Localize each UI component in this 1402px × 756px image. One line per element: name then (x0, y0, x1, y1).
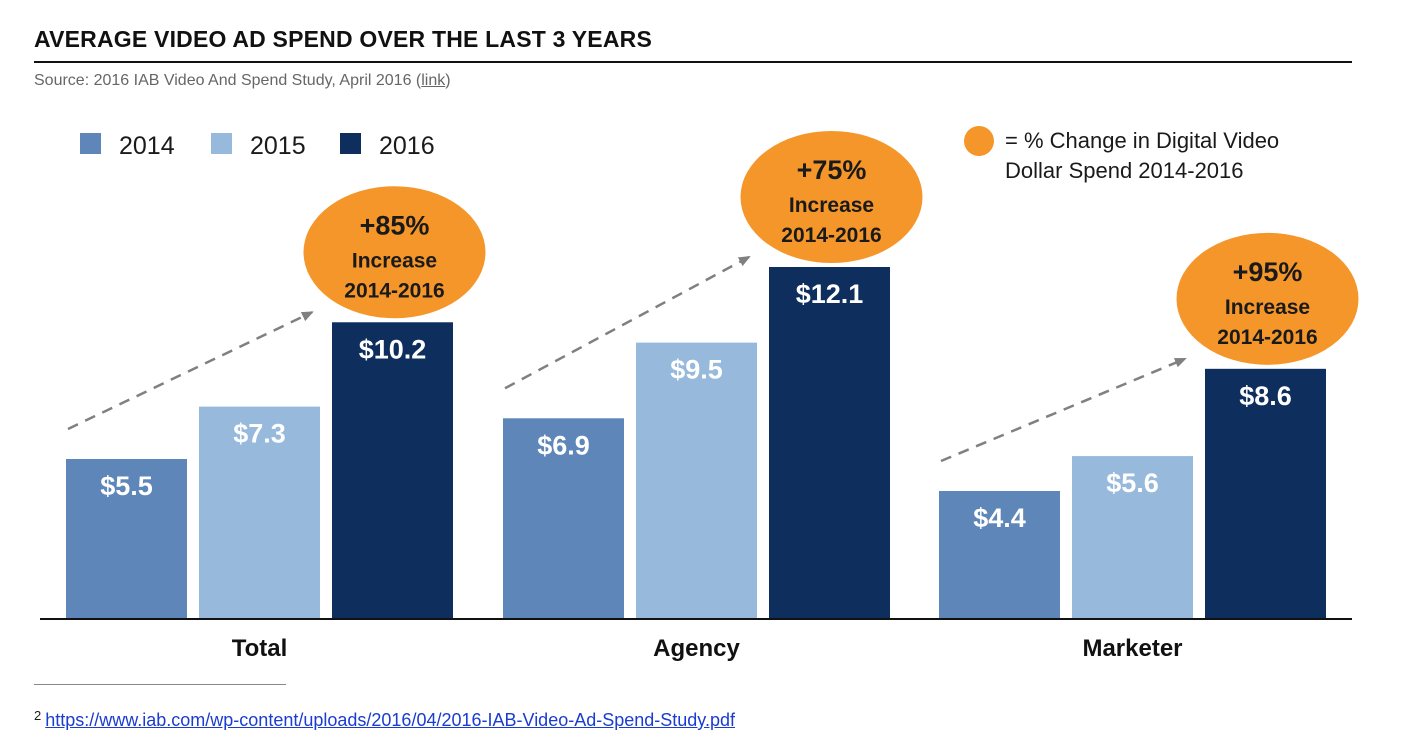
footnote: 2 https://www.iab.com/wp-content/uploads/… (34, 708, 735, 731)
bubble-line1: Increase (789, 194, 874, 217)
bar-value-label: $9.5 (670, 355, 723, 385)
legend-swatch-2014 (80, 133, 101, 154)
bubble-legend-line2: Dollar Spend 2014-2016 (1005, 158, 1244, 183)
bubble-line2: 2014-2016 (781, 224, 881, 247)
bar-marketer-2015 (1072, 456, 1193, 619)
legend-swatch-2015 (211, 133, 232, 154)
bubble-line2: 2014-2016 (1217, 326, 1317, 349)
bars: $5.5 $7.3 $10.2 $6.9 $9.5 $12.1 $4.4 $5.6 $8.6 (66, 267, 1326, 619)
change-bubbles: +85% Increase 2014-2016 +75% Increase 2014-20… (303, 131, 1359, 365)
bar-value-label: $12.1 (796, 279, 864, 309)
bar-total-2016 (332, 322, 453, 619)
bubble-change-value: +75% (797, 155, 867, 185)
bar-chart: 2014 2015 2016 = % Change in Digital Video… (40, 126, 1359, 662)
footnote-divider (34, 684, 286, 685)
legend-label-2014: 2014 (119, 132, 175, 160)
bar-value-label: $5.5 (100, 471, 153, 501)
trend-arrow-marketer (940, 357, 1187, 463)
bar-total-2015 (199, 406, 320, 619)
bar-total-2014 (66, 459, 187, 619)
bubble-shape (1176, 232, 1359, 365)
change-bubble-marketer: +95% Increase 2014-2016 (1176, 232, 1359, 365)
legend-swatch-2016 (340, 133, 361, 154)
trend-arrow-agency (504, 255, 751, 390)
bubble-line1: Increase (352, 249, 437, 272)
category-label-marketer: Marketer (1082, 635, 1182, 662)
change-bubble-total: +85% Increase 2014-2016 (303, 186, 486, 319)
bar-agency-2014 (503, 418, 624, 619)
source-text: Source: 2016 IAB Video And Spend Study, … (34, 72, 422, 89)
title-divider (34, 61, 1352, 63)
change-bubble-agency: +75% Increase 2014-2016 (740, 131, 923, 263)
source-suffix: ) (445, 72, 451, 89)
source-link[interactable]: link (421, 72, 446, 89)
bar-value-label: $10.2 (359, 334, 427, 364)
legend: 2014 2015 2016 (80, 132, 435, 160)
bubble-change-value: +95% (1233, 257, 1303, 287)
trend-arrow-total (67, 311, 314, 431)
category-labels: Total Agency Marketer (232, 635, 1183, 662)
footnote-number: 2 (34, 708, 42, 723)
bubble-legend: = % Change in Digital Video Dollar Spend… (964, 126, 1279, 183)
legend-label-2016: 2016 (379, 132, 435, 160)
bar-value-label: $5.6 (1106, 468, 1159, 498)
bubble-line1: Increase (1225, 296, 1310, 319)
category-label-agency: Agency (653, 635, 740, 662)
bubble-shape (740, 131, 923, 263)
bar-marketer-2016 (1205, 368, 1326, 619)
bar-marketer-2014 (939, 491, 1060, 619)
bubble-legend-swatch (964, 126, 994, 156)
bubble-legend-line1: = % Change in Digital Video (1005, 128, 1279, 153)
chart-title: AVERAGE VIDEO AD SPEND OVER THE LAST 3 Y… (34, 26, 652, 52)
bar-agency-2016 (769, 267, 890, 619)
bar-value-label: $4.4 (973, 503, 1026, 533)
bar-value-label: $8.6 (1239, 381, 1292, 411)
bar-value-label: $6.9 (537, 430, 590, 460)
trend-arrows (67, 255, 1187, 463)
bubble-change-value: +85% (360, 210, 430, 240)
bar-value-label: $7.3 (233, 419, 286, 449)
legend-label-2015: 2015 (250, 132, 306, 160)
category-label-total: Total (232, 635, 288, 662)
footnote-link[interactable]: https://www.iab.com/wp-content/uploads/2… (45, 710, 735, 730)
bubble-line2: 2014-2016 (344, 279, 444, 302)
bubble-shape (303, 186, 486, 319)
bar-agency-2015 (636, 342, 757, 619)
source-note: Source: 2016 IAB Video And Spend Study, … (34, 72, 451, 90)
